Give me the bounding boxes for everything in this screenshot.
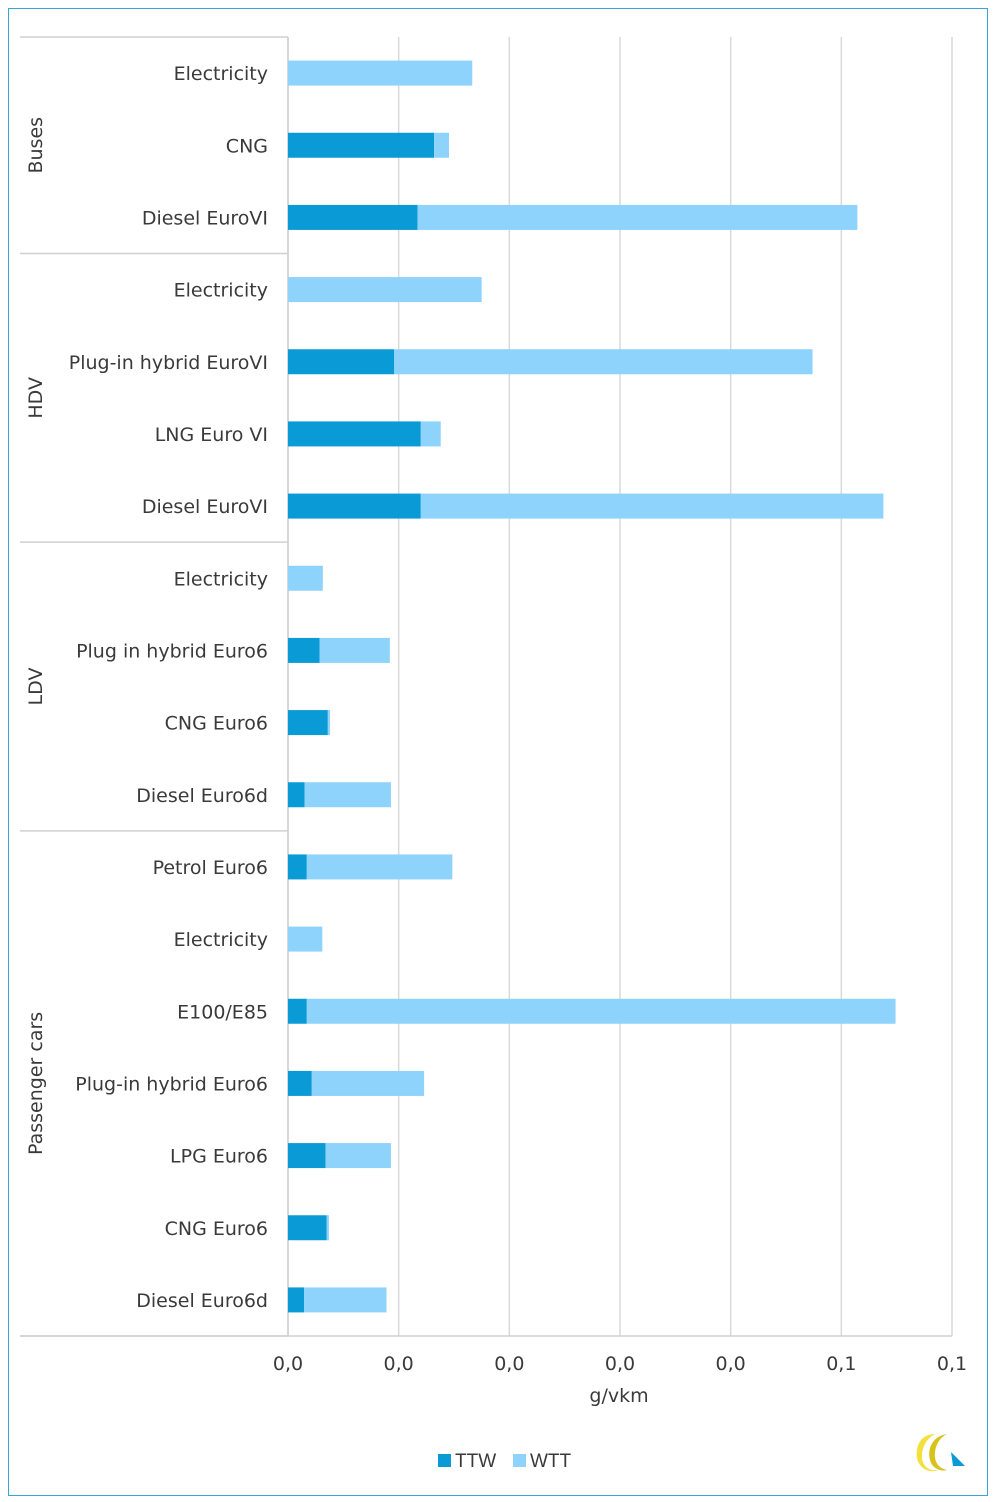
- group-label: HDV: [25, 377, 47, 419]
- group-separators: [20, 36, 952, 1337]
- category-label: Diesel EuroVI: [142, 207, 268, 229]
- bar-wtt: [306, 854, 453, 880]
- bars: [288, 60, 896, 1313]
- group-label: Buses: [25, 117, 47, 174]
- x-tick-label: 0,0: [716, 1353, 746, 1375]
- x-tick-labels: 0,0 0,0 0,0 0,0 0,0 0,1 0,1: [273, 1353, 967, 1375]
- bar-wtt: [304, 782, 391, 808]
- bar-ttw: [288, 1287, 305, 1313]
- gridlines: [287, 37, 953, 1336]
- legend-swatch-wtt: [513, 1454, 526, 1467]
- bar-wtt: [420, 493, 884, 519]
- bar-wtt: [417, 204, 858, 230]
- category-labels: Electricity CNG Diesel EuroVI Electricity Pl…: [69, 63, 268, 1312]
- bar-wtt: [304, 1287, 387, 1313]
- category-label: Electricity: [174, 280, 268, 302]
- bar-ttw: [288, 493, 421, 519]
- group-labels: Buses HDV LDV Passenger cars: [25, 117, 47, 1155]
- bar-ttw: [288, 782, 305, 808]
- bar-ttw: [288, 132, 435, 158]
- category-label: Electricity: [174, 63, 268, 85]
- group-label: LDV: [25, 668, 47, 706]
- category-label: CNG Euro6: [165, 1218, 268, 1240]
- bar-ttw: [288, 349, 395, 375]
- category-label: LPG Euro6: [170, 1146, 268, 1168]
- legend: TTW WTT: [438, 1451, 572, 1472]
- bar-ttw: [288, 637, 320, 663]
- bar-ttw: [288, 710, 328, 736]
- logo-mark-icon: [916, 1434, 965, 1472]
- x-tick-label: 0,0: [384, 1353, 414, 1375]
- group-label: Passenger cars: [25, 1012, 47, 1155]
- x-tick-label: 0,1: [826, 1353, 856, 1375]
- bar-ttw: [288, 1143, 326, 1169]
- x-tick-label: 0,0: [494, 1353, 524, 1375]
- category-label: E100/E85: [177, 1001, 268, 1023]
- category-label: Diesel Euro6d: [136, 1290, 268, 1312]
- bar-wtt: [311, 1070, 425, 1096]
- category-label: CNG: [226, 135, 268, 157]
- category-label: Electricity: [174, 568, 268, 590]
- legend-label: WTT: [530, 1451, 572, 1472]
- category-label: Diesel EuroVI: [142, 496, 268, 518]
- legend-swatch-ttw: [438, 1454, 451, 1467]
- bar-ttw: [288, 1070, 312, 1096]
- x-tick-label: 0,0: [273, 1353, 303, 1375]
- x-axis-title: g/vkm: [589, 1385, 648, 1407]
- bar-wtt: [327, 710, 331, 736]
- bar-ttw: [288, 998, 307, 1024]
- category-label: Plug-in hybrid EuroVI: [69, 352, 268, 374]
- category-label: Diesel Euro6d: [136, 785, 268, 807]
- legend-label: TTW: [455, 1451, 496, 1472]
- bar-wtt: [420, 421, 441, 447]
- bar-ttw: [288, 421, 421, 447]
- bar-wtt: [288, 277, 482, 303]
- bar-wtt: [325, 1143, 391, 1169]
- bar-wtt: [288, 565, 323, 591]
- bar-wtt: [394, 349, 813, 375]
- bar-wtt: [288, 926, 323, 952]
- bar-wtt: [306, 998, 896, 1024]
- chart-frame: [8, 8, 988, 1496]
- x-tick-label: 0,1: [937, 1353, 967, 1375]
- category-label: Petrol Euro6: [153, 857, 268, 879]
- category-label: Plug-in hybrid Euro6: [75, 1073, 268, 1095]
- x-tick-label: 0,0: [605, 1353, 635, 1375]
- bar-wtt: [326, 1215, 329, 1241]
- category-label: Electricity: [174, 929, 268, 951]
- bar-ttw: [288, 854, 307, 880]
- bar-wtt: [288, 60, 473, 86]
- bar-ttw: [288, 1215, 327, 1241]
- bar-wtt: [319, 637, 390, 663]
- bar-wtt: [434, 132, 450, 158]
- category-label: LNG Euro VI: [155, 424, 268, 446]
- category-label: CNG Euro6: [165, 713, 268, 735]
- category-label: Plug in hybrid Euro6: [76, 640, 268, 662]
- bar-ttw: [288, 204, 418, 230]
